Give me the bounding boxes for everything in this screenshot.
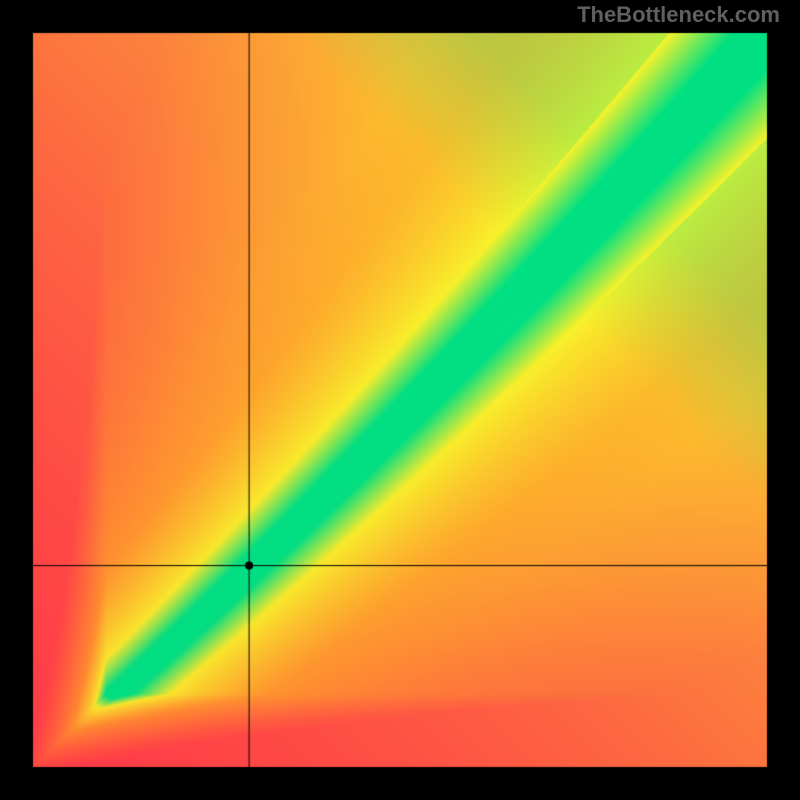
bottleneck-heatmap [0, 0, 800, 800]
watermark-text: TheBottleneck.com [577, 2, 780, 28]
